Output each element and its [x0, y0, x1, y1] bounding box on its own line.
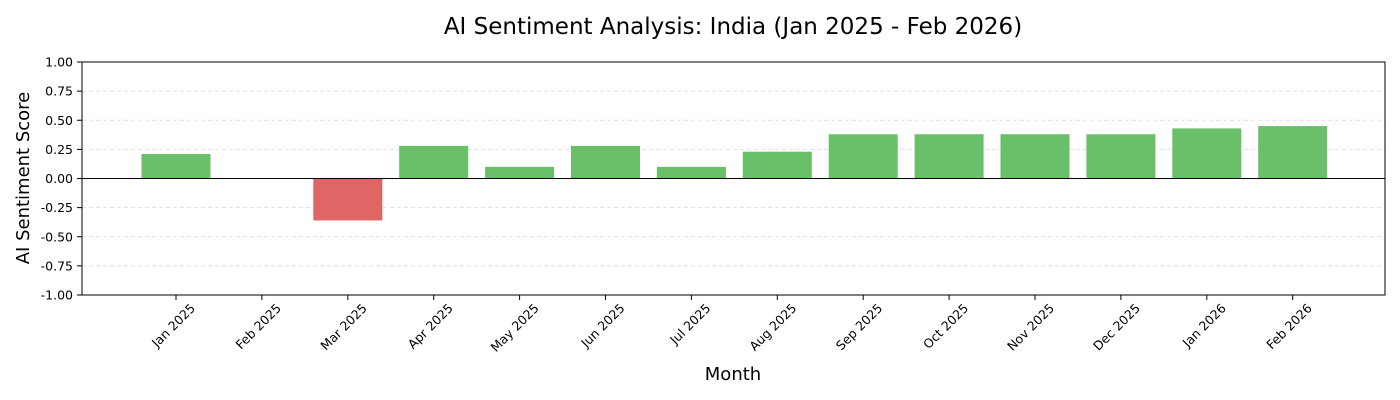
y-tick-label: 0.75	[45, 84, 73, 99]
x-tick-label: Feb 2025	[232, 301, 284, 353]
bar-jun-2025	[571, 145, 640, 179]
bar-feb-2026	[1258, 126, 1328, 179]
y-tick-label: 0.00	[45, 171, 73, 186]
grid-lines	[82, 61, 1385, 296]
bar-mar-2025	[313, 178, 383, 221]
y-tick-label: -0.25	[41, 200, 73, 215]
x-tick-label: Dec 2025	[1090, 301, 1143, 354]
y-tick-label: 0.25	[45, 142, 73, 157]
x-tick-label: Nov 2025	[1004, 301, 1057, 354]
x-tick-label: May 2025	[488, 301, 542, 355]
bar-may-2025	[485, 166, 555, 179]
bar-jan-2025	[141, 154, 211, 179]
y-tick-label: 1.00	[45, 55, 73, 70]
bar-nov-2025	[1000, 134, 1070, 179]
y-tick-label: -0.75	[41, 258, 73, 273]
bar-apr-2025	[399, 145, 469, 179]
x-tick-label: Jun 2025	[577, 301, 627, 351]
x-axis-ticks: Jan 2025 Feb 2025 Mar 2025 Apr 2025 May 2025…	[148, 295, 1315, 355]
bar-jul-2025	[656, 166, 726, 179]
y-tick-label: -0.50	[41, 229, 73, 244]
bars	[141, 126, 1328, 221]
x-tick-label: Mar 2025	[317, 301, 370, 354]
bar-aug-2025	[742, 151, 812, 179]
y-axis-ticks: 1.00 0.75 0.50 0.25 0.00 -0.25 -0.50 -0.75 -1.00	[41, 55, 82, 303]
bar-dec-2025	[1086, 134, 1156, 179]
chart-title: AI Sentiment Analysis: India (Jan 2025 -…	[444, 14, 1022, 40]
x-tick-label: Jan 2025	[148, 301, 198, 351]
x-tick-label: Jul 2025	[666, 301, 713, 348]
y-tick-label: 0.50	[45, 113, 73, 128]
y-tick-label: -1.00	[41, 288, 73, 303]
y-axis-label: AI Sentiment Score	[13, 92, 34, 265]
x-tick-label: Feb 2026	[1263, 300, 1315, 352]
bar-oct-2025	[914, 134, 984, 179]
x-tick-label: Apr 2025	[405, 301, 456, 352]
bar-jan-2026	[1172, 128, 1242, 179]
x-tick-label: Jan 2026	[1179, 300, 1229, 350]
x-tick-label: Oct 2025	[920, 301, 971, 352]
bar-sep-2025	[828, 134, 898, 179]
x-tick-label: Aug 2025	[746, 301, 799, 354]
x-axis-label: Month	[705, 364, 761, 385]
x-tick-label: Sep 2025	[833, 301, 886, 354]
